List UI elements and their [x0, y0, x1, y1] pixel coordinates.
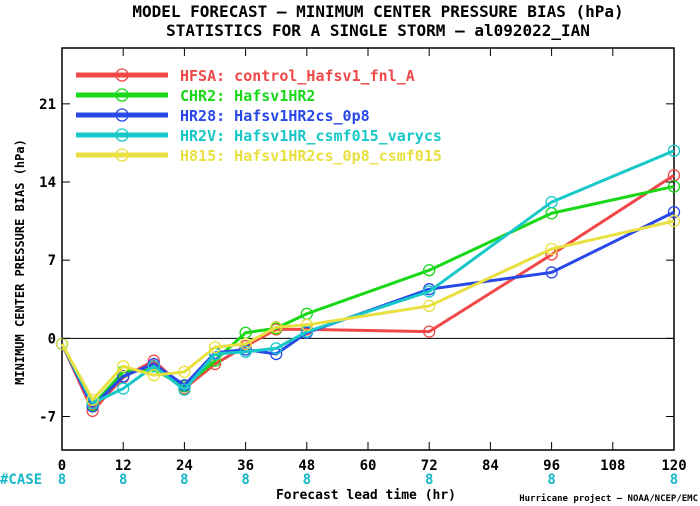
- data-point: [667, 205, 681, 219]
- data-point: [117, 382, 130, 395]
- data-point: [147, 369, 160, 382]
- x-tick-label: 120: [661, 458, 686, 474]
- x-axis-label: Forecast lead time (hr): [276, 488, 456, 503]
- legend-label: HR28: Hafsv1HR2cs_0p8: [180, 107, 370, 125]
- data-point: [545, 195, 558, 209]
- legend-marker: [115, 68, 129, 82]
- y-tick-label: 7: [48, 253, 56, 269]
- x-axis: 0 12 24 36 48 60 72 84 96 108 120: [58, 48, 687, 474]
- series-line: [60, 210, 675, 408]
- legend-item: CHR2: Hafsv1HR2: [76, 87, 315, 105]
- legend-label: HFSA: control_Hafsv1_fnl_A: [180, 67, 415, 85]
- data-point: [117, 370, 130, 383]
- plot-area: [55, 47, 681, 451]
- legend-marker: [115, 108, 129, 122]
- data-point: [178, 383, 191, 396]
- y-tick-label: -7: [39, 410, 56, 426]
- x-tick-label: 96: [543, 458, 560, 474]
- case-count: 8: [670, 472, 678, 488]
- x-tick-label: 12: [115, 458, 132, 474]
- x-tick-label: 0: [58, 458, 66, 474]
- data-point: [270, 321, 283, 334]
- data-point: [239, 345, 252, 358]
- x-tick-label: 36: [237, 458, 254, 474]
- data-point: [423, 325, 436, 338]
- data-point: [117, 360, 130, 373]
- series-line: [60, 219, 675, 402]
- legend-marker: [115, 148, 129, 162]
- legend-item: HR2V: Hafsv1HR_csmf015_varycs: [76, 127, 442, 145]
- series-4: [55, 214, 681, 406]
- data-point: [545, 242, 558, 256]
- data-point: [423, 285, 436, 298]
- data-point: [178, 365, 191, 378]
- legend-item: HFSA: control_Hafsv1_fnl_A: [76, 67, 415, 85]
- case-label: #CASE: [0, 472, 42, 488]
- y-axis-label: MINIMUM CENTER PRESSURE BIAS (hPa): [13, 139, 27, 385]
- series-layer: [55, 144, 681, 418]
- credit-text: Hurricane project – NOAA/NCEP/EMC: [519, 493, 698, 504]
- legend-label: H815: Hafsv1HR2cs_0p8_csmf015: [180, 147, 442, 165]
- case-count: 8: [547, 472, 555, 488]
- data-point: [147, 360, 160, 373]
- y-tick-label: 14: [39, 175, 56, 191]
- legend-label: CHR2: Hafsv1HR2: [180, 87, 315, 105]
- x-tick-label: 24: [176, 458, 193, 474]
- data-point: [667, 180, 681, 193]
- case-count: 8: [303, 472, 311, 488]
- case-count: 8: [58, 472, 66, 488]
- data-point: [423, 264, 436, 277]
- legend-item: H815: Hafsv1HR2cs_0p8_csmf015: [76, 147, 442, 165]
- series-line: [60, 149, 675, 405]
- data-point: [270, 342, 283, 355]
- y-tick-label: 21: [39, 97, 56, 113]
- case-count-row: #CASE 8 8 8 8 8 8 8 8: [0, 472, 678, 488]
- case-count: 8: [241, 472, 249, 488]
- data-point: [667, 144, 681, 157]
- x-tick-label: 60: [360, 458, 377, 474]
- case-count: 8: [119, 472, 127, 488]
- case-count: 8: [425, 472, 433, 488]
- legend: HFSA: control_Hafsv1_fnl_A CHR2: Hafsv1HR…: [76, 67, 442, 165]
- series-3: [55, 144, 681, 410]
- y-tick-label: 0: [48, 331, 56, 347]
- chart-subtitle: STATISTICS FOR A SINGLE STORM – al092022…: [166, 21, 590, 40]
- x-tick-label: 48: [298, 458, 315, 474]
- series-2: [55, 205, 681, 413]
- data-point: [423, 299, 436, 313]
- data-point: [86, 393, 99, 406]
- y-axis: -7 0 7 14 21: [39, 97, 674, 426]
- data-point: [239, 337, 252, 351]
- series-line: [60, 185, 675, 407]
- legend-marker: [115, 88, 129, 102]
- data-point: [300, 318, 313, 332]
- x-tick-label: 108: [600, 458, 625, 474]
- legend-marker: [115, 128, 129, 142]
- series-1: [55, 180, 681, 412]
- case-count: 8: [180, 472, 188, 488]
- data-point: [208, 341, 222, 354]
- legend-item: HR28: Hafsv1HR2cs_0p8: [76, 107, 370, 125]
- x-tick-label: 84: [482, 458, 499, 474]
- chart-title: MODEL FORECAST – MINIMUM CENTER PRESSURE…: [132, 2, 623, 21]
- x-tick-label: 72: [421, 458, 438, 474]
- legend-label: HR2V: Hafsv1HR_csmf015_varycs: [180, 127, 442, 145]
- data-point: [667, 214, 681, 228]
- data-point: [545, 266, 558, 279]
